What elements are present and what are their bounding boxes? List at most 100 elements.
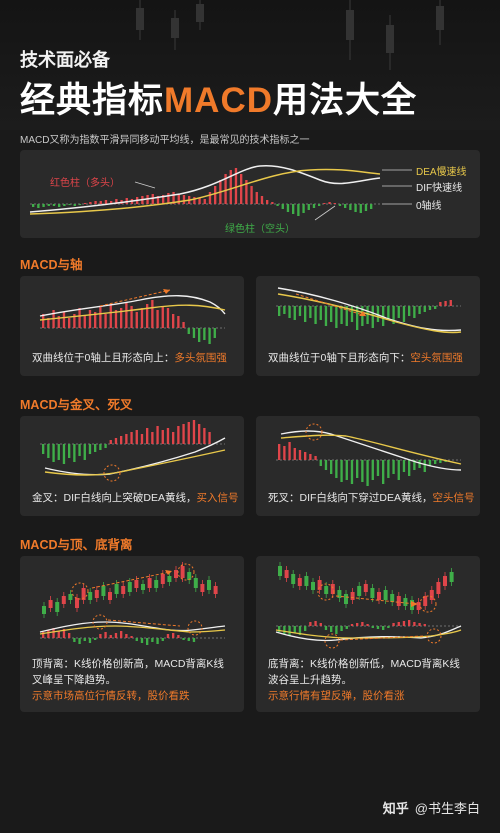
histogram-bar: [68, 633, 71, 638]
histogram-bar: [172, 314, 175, 328]
histogram-bar: [281, 204, 284, 209]
histogram-bar: [309, 622, 312, 626]
histogram-bar: [193, 197, 196, 204]
histogram-bar: [307, 204, 310, 210]
candle-body: [403, 598, 408, 606]
histogram-bar: [104, 314, 107, 328]
histogram-bar: [52, 444, 55, 462]
histogram-bar: [192, 638, 196, 642]
candle-body: [147, 578, 152, 588]
histogram-bar: [376, 626, 380, 629]
histogram-bar: [354, 204, 357, 212]
card-golden-cross: 金叉：DIF白线向上突破DEA黄线，买入信号: [20, 416, 244, 516]
histogram-bar: [335, 626, 338, 634]
histogram-bar: [288, 626, 291, 636]
histogram-bar: [298, 306, 302, 316]
histogram-bar: [166, 428, 170, 444]
caption-bull-above-zero: 双曲线位于0轴上且形态向上：多头氛围强: [32, 352, 227, 364]
main-diagram-panel: 红色柱（多头） 绿色柱（空头） DEA慢速线 DIF快速线 0轴线: [20, 150, 480, 238]
histogram-bar: [413, 306, 416, 318]
histogram-bar: [156, 196, 160, 204]
histogram-bar: [125, 302, 128, 328]
histogram-bar: [345, 626, 348, 629]
histogram-bar: [255, 192, 258, 204]
histogram-bar: [288, 306, 291, 318]
candle-body: [154, 580, 159, 588]
histogram-bar: [73, 204, 76, 206]
histogram-bar: [366, 306, 369, 324]
histogram-bar: [444, 301, 447, 306]
candle-body: [174, 570, 178, 578]
candle-body: [141, 584, 145, 590]
histogram-bar: [32, 204, 35, 207]
candle-body: [423, 596, 428, 606]
histogram-bar: [350, 460, 354, 484]
diagram-bull-above-zero: [39, 289, 226, 344]
histogram-bar: [140, 308, 144, 328]
histogram-bar: [319, 460, 322, 466]
histogram-bar: [309, 306, 312, 318]
histogram-bar: [340, 460, 343, 482]
histogram-bar: [83, 444, 86, 460]
histogram-bar: [214, 186, 217, 204]
candle-body: [167, 576, 172, 582]
candle-body: [61, 596, 66, 604]
histogram-bar: [408, 620, 411, 626]
histogram-bar: [68, 204, 71, 205]
histogram-bar: [293, 306, 296, 320]
section-title-crosses: MACD与金叉、死叉: [20, 398, 133, 412]
title-prefix: 经典指标: [20, 81, 165, 120]
histogram-bar: [335, 306, 338, 328]
histogram-bar: [156, 310, 159, 328]
histogram-bar: [350, 624, 354, 626]
footer-credit: 知乎 @书生李白: [383, 798, 480, 817]
histogram-bar: [57, 444, 60, 460]
candle-body: [297, 578, 302, 586]
histogram-bar: [203, 428, 206, 444]
histogram-bar: [361, 622, 364, 626]
histogram-bar: [328, 202, 331, 204]
page-title: 经典指标MACD用法大全: [20, 72, 417, 123]
histogram-bar: [340, 626, 343, 631]
histogram-bar: [314, 306, 317, 324]
histogram-bar: [161, 638, 164, 641]
candle-body: [193, 578, 198, 588]
histogram-bar: [434, 460, 437, 464]
histogram-bar: [130, 636, 133, 638]
histogram-bar: [182, 195, 186, 204]
histogram-bar: [418, 306, 421, 314]
histogram-bar: [370, 204, 373, 209]
caption-bottom-line2: 波谷呈上升趋势。: [268, 674, 352, 686]
histogram-bar: [319, 623, 322, 626]
histogram-bar: [203, 328, 206, 340]
histogram-bar: [151, 194, 154, 204]
histogram-bar: [302, 204, 305, 213]
histogram-bar: [83, 638, 86, 641]
histogram-bar: [324, 460, 328, 470]
histogram-bar: [324, 626, 328, 630]
histogram-bar: [140, 638, 144, 643]
candle-body: [127, 582, 132, 592]
histogram-bar: [182, 638, 185, 640]
histogram-bar: [382, 460, 385, 484]
histogram-bar: [104, 200, 108, 204]
histogram-bar: [208, 328, 211, 344]
histogram-bar: [439, 302, 442, 306]
candle-body: [363, 584, 368, 592]
histogram-bar: [63, 204, 66, 206]
caption-bottom-line1: 底背离：K线价格创新低，MACD背离K线: [268, 658, 460, 670]
histogram-bar: [297, 204, 300, 216]
histogram-bar: [88, 638, 92, 643]
histogram-bar: [89, 202, 92, 204]
histogram-bar: [156, 638, 159, 644]
candle-body: [344, 594, 348, 604]
histogram-bar: [161, 430, 164, 444]
candle-body: [81, 588, 86, 600]
histogram-bar: [333, 203, 336, 204]
histogram-bar: [413, 460, 416, 470]
histogram-bar: [78, 308, 81, 328]
candle-body: [370, 588, 375, 598]
histogram-bar: [99, 444, 102, 450]
histogram-bar: [94, 444, 97, 452]
main-macd-diagram: [29, 164, 412, 221]
